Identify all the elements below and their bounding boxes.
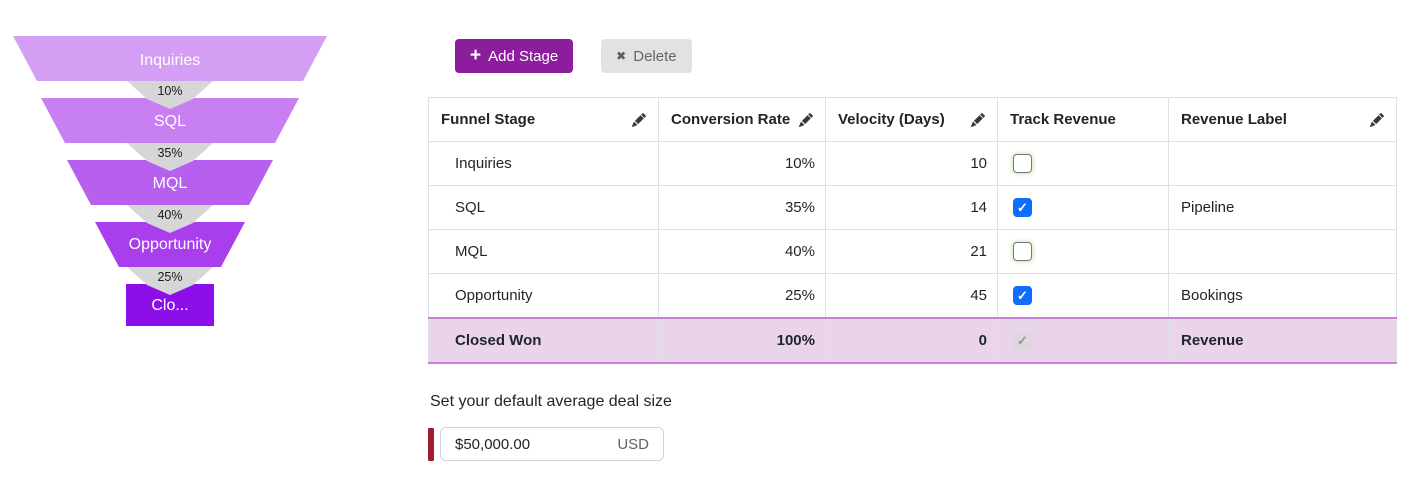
plus-icon: +: [470, 44, 482, 66]
revenue-label-cell: Revenue: [1168, 317, 1397, 364]
funnel-stage-label: SQL: [154, 113, 186, 130]
revenue-label-cell: Pipeline: [1168, 185, 1397, 230]
currency-suffix: USD: [617, 435, 649, 453]
header-funnel-stage: Funnel Stage: [428, 97, 659, 142]
conversion-rate-cell: 35%: [658, 185, 826, 230]
velocity-cell: 14: [825, 185, 998, 230]
validation-marker: [428, 427, 434, 461]
revenue-label-cell: [1168, 141, 1397, 186]
revenue-label-cell: [1168, 229, 1397, 274]
funnel-stage-label: Inquiries: [140, 52, 200, 69]
table-row[interactable]: Opportunity 25% 45 Bookings: [428, 273, 1397, 319]
stage-cell: Inquiries: [428, 141, 659, 186]
track-revenue-checkbox[interactable]: [1013, 242, 1032, 261]
table-row[interactable]: MQL 40% 21: [428, 229, 1397, 274]
funnel-conversion-label: 40%: [157, 208, 182, 222]
header-conversion-rate: Conversion Rate: [658, 97, 826, 142]
add-stage-label: Add Stage: [488, 47, 559, 65]
header-label: Funnel Stage: [441, 111, 536, 128]
funnel-stage-table: Funnel Stage Conversion Rate Velocity (D…: [428, 97, 1397, 364]
velocity-cell: 0: [825, 317, 998, 364]
funnel-connector-2: [127, 143, 213, 171]
funnel-segment-closed-won[interactable]: [126, 284, 214, 326]
conversion-rate-cell: 40%: [658, 229, 826, 274]
toolbar: + Add Stage ✖ Delete: [455, 39, 692, 73]
funnel-segment-opportunity[interactable]: [95, 222, 245, 267]
conversion-rate-cell: 100%: [658, 317, 826, 364]
table-row-closed-won[interactable]: Closed Won 100% 0 Revenue: [428, 317, 1397, 364]
header-label: Revenue Label: [1181, 111, 1287, 128]
header-track-revenue: Track Revenue: [997, 97, 1169, 142]
conversion-rate-cell: 10%: [658, 141, 826, 186]
delete-label: Delete: [633, 47, 677, 65]
deal-size-heading: Set your default average deal size: [430, 393, 672, 410]
track-revenue-checkbox: [1013, 331, 1032, 350]
stage-cell: MQL: [428, 229, 659, 274]
header-label: Conversion Rate: [671, 111, 791, 128]
deal-size-input[interactable]: [455, 435, 565, 453]
velocity-cell: 10: [825, 141, 998, 186]
header-velocity: Velocity (Days): [825, 97, 998, 142]
header-revenue-label: Revenue Label: [1168, 97, 1397, 142]
stage-cell: Opportunity: [428, 273, 659, 319]
edit-icon[interactable]: [799, 112, 813, 127]
funnel-segment-sql[interactable]: [41, 98, 299, 143]
header-label: Track Revenue: [1010, 111, 1116, 128]
edit-icon[interactable]: [1370, 112, 1384, 127]
funnel-connector-4: [127, 267, 213, 295]
funnel-stage-label: Clo...: [151, 297, 188, 314]
deal-size-row: USD: [428, 427, 664, 461]
add-stage-button[interactable]: + Add Stage: [455, 39, 574, 73]
funnel-connector-3: [127, 205, 213, 233]
revenue-label-cell: Bookings: [1168, 273, 1397, 319]
table-row[interactable]: SQL 35% 14 Pipeline: [428, 185, 1397, 230]
conversion-rate-cell: 25%: [658, 273, 826, 319]
funnel-segment-mql[interactable]: [67, 160, 273, 205]
velocity-cell: 21: [825, 229, 998, 274]
header-label: Velocity (Days): [838, 111, 945, 128]
velocity-cell: 45: [825, 273, 998, 319]
table-header-row: Funnel Stage Conversion Rate Velocity (D…: [428, 97, 1397, 142]
funnel-stage-label: MQL: [153, 175, 188, 192]
deal-size-field[interactable]: USD: [440, 427, 664, 461]
edit-icon[interactable]: [632, 112, 646, 127]
funnel-conversion-label: 35%: [157, 146, 182, 160]
funnel-conversion-label: 10%: [157, 84, 182, 98]
track-revenue-checkbox[interactable]: [1013, 198, 1032, 217]
table-row[interactable]: Inquiries 10% 10: [428, 141, 1397, 186]
stage-cell: SQL: [428, 185, 659, 230]
funnel-connector-1: [127, 81, 213, 109]
delete-button[interactable]: ✖ Delete: [601, 39, 692, 73]
close-icon: ✖: [616, 49, 627, 63]
edit-icon[interactable]: [971, 112, 985, 127]
funnel-chart: Inquiries SQL MQL Opportunity Clo... 10%…: [0, 0, 340, 340]
funnel-segment-inquiries[interactable]: [13, 36, 327, 81]
funnel-stage-label: Opportunity: [129, 236, 212, 253]
stage-cell: Closed Won: [428, 317, 659, 364]
track-revenue-checkbox[interactable]: [1013, 286, 1032, 305]
track-revenue-checkbox[interactable]: [1013, 154, 1032, 173]
funnel-conversion-label: 25%: [157, 270, 182, 284]
